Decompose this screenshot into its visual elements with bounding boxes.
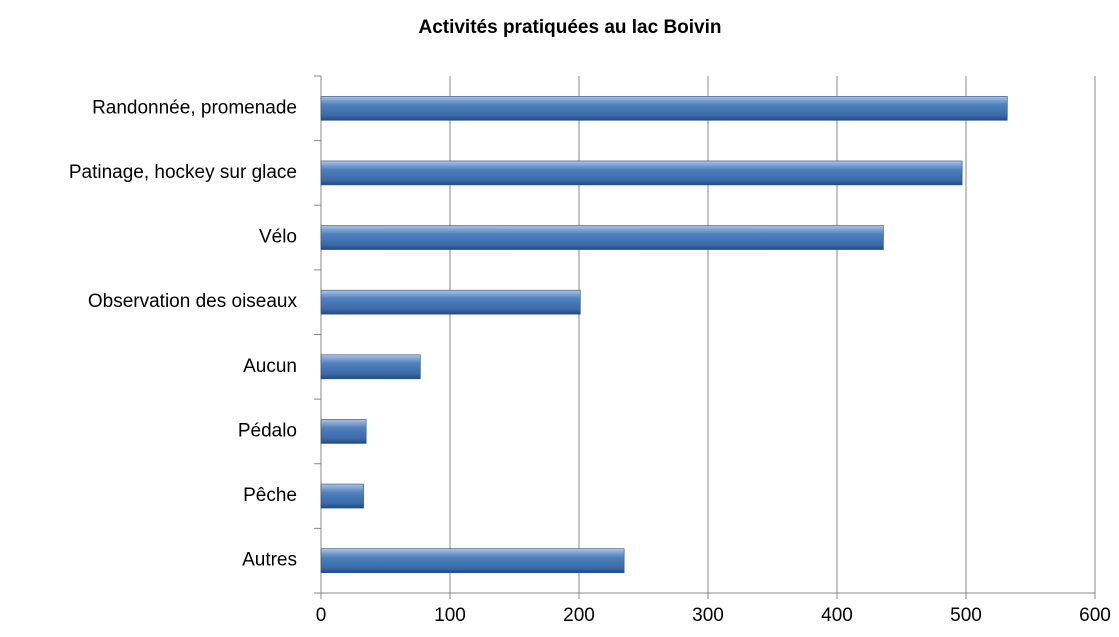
bar bbox=[320, 354, 421, 380]
x-tick-label: 100 bbox=[434, 605, 466, 626]
bar bbox=[320, 225, 884, 250]
x-tick-label: 600 bbox=[1079, 605, 1111, 626]
bar bbox=[320, 483, 364, 509]
x-tick-label: 300 bbox=[692, 605, 724, 626]
chart-title: Activités pratiquées au lac Boivin bbox=[418, 17, 721, 38]
y-tick-label: Vélo bbox=[259, 227, 297, 248]
x-tick-label: 500 bbox=[950, 605, 982, 626]
y-tick-label: Aucun bbox=[243, 356, 297, 377]
bar bbox=[320, 160, 963, 186]
x-tick-label: 200 bbox=[563, 605, 595, 626]
y-tick-label: Randonnée, promenade bbox=[92, 97, 297, 118]
y-tick-label: Observation des oiseaux bbox=[88, 291, 298, 312]
bar bbox=[320, 289, 581, 315]
y-tick-label: Pédalo bbox=[238, 420, 297, 441]
x-tick-label: 0 bbox=[316, 605, 327, 626]
bar bbox=[320, 419, 367, 444]
y-tick-label: Pêche bbox=[243, 485, 297, 506]
bar bbox=[320, 548, 625, 573]
bar bbox=[320, 96, 1008, 121]
y-tick-label: Patinage, hockey sur glace bbox=[69, 162, 297, 183]
x-tick-label: 400 bbox=[821, 605, 853, 626]
y-tick-label: Autres bbox=[242, 550, 297, 571]
